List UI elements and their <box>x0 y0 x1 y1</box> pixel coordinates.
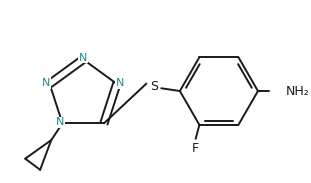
Text: S: S <box>150 80 158 93</box>
Text: N: N <box>116 78 125 88</box>
Text: F: F <box>192 142 199 155</box>
Text: N: N <box>42 78 50 88</box>
Text: N: N <box>55 117 64 127</box>
Text: NH₂: NH₂ <box>286 85 309 98</box>
Text: N: N <box>79 53 87 63</box>
